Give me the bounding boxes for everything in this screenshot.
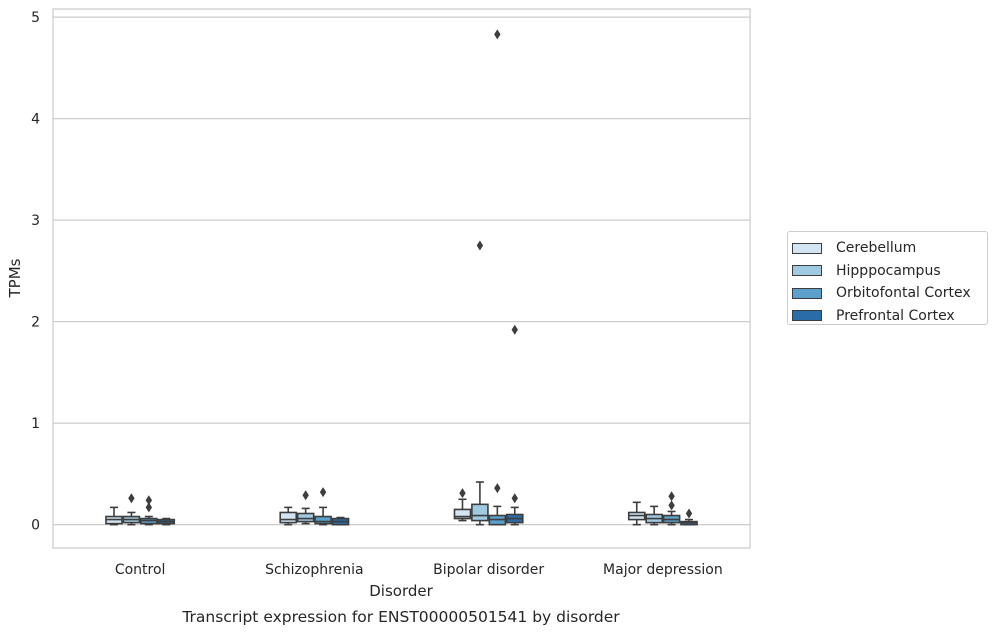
outlier-point [302,490,309,501]
outlier-point [319,487,327,498]
outlier-point [494,29,501,40]
outlier-point [494,483,501,494]
outlier-point [476,240,484,251]
box-plot [453,488,472,522]
y-tick-label: 4 [31,112,40,128]
box-plot [296,490,315,525]
y-tick-label: 3 [31,213,40,229]
outlier-point [511,324,518,335]
outlier-point [668,491,675,502]
box [453,508,472,520]
legend-item-hippocampus: Hipppocampus [792,260,987,283]
box-plot [662,491,681,526]
y-tick-label: 0 [31,518,40,534]
legend-swatch [792,310,822,322]
box [471,503,489,522]
box-plot [645,505,663,526]
box-plot [157,517,176,526]
plot-frame [52,8,751,549]
box-plot [140,495,158,526]
box-plot [105,506,123,526]
legend: Cerebellum Hipppocampus Orbitofontal Cor… [787,231,988,325]
outlier-point [685,508,693,519]
boxes [105,29,698,526]
legend-swatch [792,242,822,254]
legend-label: Hipppocampus [836,262,941,279]
x-tick-label: Major depression [603,562,723,578]
y-axis-label: TPMs [6,258,24,298]
x-tick-label: Schizophrenia [265,562,363,578]
box-plot [279,506,298,526]
legend-swatch [792,265,822,277]
x-axis-label: Disorder [369,582,433,600]
outlier-point [145,495,153,506]
y-tick-label: 2 [31,315,40,331]
box [314,515,332,525]
box [296,512,315,523]
box-plot [488,29,507,526]
x-tick-label: Control [115,562,166,578]
y-tick-labels: 0 1 2 3 4 5 [31,10,40,534]
legend-item-orbitofrontal-cortex: Orbitofontal Cortex [792,282,987,305]
outlier-point [668,500,675,511]
box-plot [505,324,524,526]
legend-label: Cerebellum [836,240,917,257]
y-tick-label: 5 [31,10,40,26]
legend-swatch [792,287,822,299]
x-tick-label: Bipolar disorder [433,562,544,578]
box-plot [314,487,332,526]
y-tick-label: 1 [31,416,40,432]
outlier-point [145,502,153,513]
box [279,511,298,524]
box-plot [471,240,489,526]
gridlines [53,16,750,526]
box-plot [627,501,646,526]
legend-item-cerebellum: Cerebellum [792,237,987,260]
legend-item-prefrontal-cortex: Prefrontal Cortex [792,305,987,328]
box-plot [680,508,698,526]
legend-label: Orbitofontal Cortex [836,285,971,302]
box-plot [331,516,350,526]
legend-label: Prefrontal Cortex [836,307,955,324]
x-tick-labels: Control Schizophrenia Bipolar disorder Majo… [115,562,723,578]
outlier-point [128,493,135,504]
outlier-point [511,493,518,504]
box-plot [122,493,141,526]
outlier-point [459,488,466,499]
chart-caption: Transcript expression for ENST0000050154… [181,608,620,626]
